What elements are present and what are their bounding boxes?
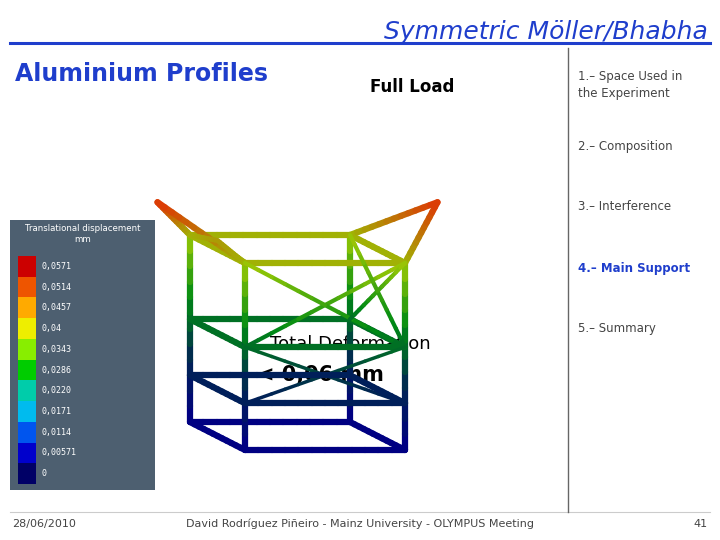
Bar [18,339,36,360]
Text: 28/06/2010: 28/06/2010 [12,519,76,529]
Text: 0,0220: 0,0220 [41,386,71,395]
Bar [18,422,36,443]
Text: 0,04: 0,04 [41,324,61,333]
Text: 0,00571: 0,00571 [41,448,76,457]
Bar [18,380,36,401]
Text: Full Load: Full Load [370,78,454,96]
Bar [18,401,36,422]
Text: Aluminium Profiles: Aluminium Profiles [15,62,268,86]
Text: 4.– Main Support: 4.– Main Support [578,262,690,275]
Text: 5.– Summary: 5.– Summary [578,322,656,335]
Text: 2.– Composition: 2.– Composition [578,140,672,153]
Text: 0,0114: 0,0114 [41,428,71,437]
Text: 0,0171: 0,0171 [41,407,71,416]
Text: 3.– Interference: 3.– Interference [578,200,671,213]
Text: 0,0457: 0,0457 [41,303,71,312]
Text: Symmetric Möller/Bhabha: Symmetric Möller/Bhabha [384,20,708,44]
Bar [10,220,155,490]
Bar [18,318,36,339]
Bar [18,443,36,463]
Bar [18,298,36,318]
Text: 0,0343: 0,0343 [41,345,71,354]
Text: 0,0571: 0,0571 [41,262,71,271]
Text: 1.– Space Used in
the Experiment: 1.– Space Used in the Experiment [578,70,683,100]
Text: David Rodríguez Piñeiro - Mainz University - OLYMPUS Meeting: David Rodríguez Piñeiro - Mainz Universi… [186,519,534,529]
Bar [18,276,36,298]
Text: 0,0286: 0,0286 [41,366,71,375]
Text: 0: 0 [41,469,46,478]
Bar [18,360,36,380]
Text: 0,0514: 0,0514 [41,282,71,292]
Text: < 0,06 mm: < 0,06 mm [256,365,384,385]
Text: 41: 41 [694,519,708,529]
Text: Translational displacement
mm: Translational displacement mm [24,224,140,244]
Bar [18,256,36,276]
Text: Total Deformation: Total Deformation [270,335,431,353]
Bar [18,463,36,484]
